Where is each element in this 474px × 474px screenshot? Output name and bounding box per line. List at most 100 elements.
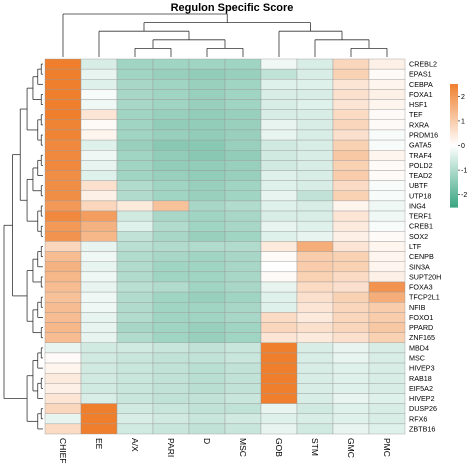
heatmap-cell — [368, 322, 406, 333]
heatmap-cell — [152, 89, 190, 100]
colorbar-segment — [450, 161, 458, 165]
heatmap-cell — [44, 89, 82, 100]
colorbar-segment — [450, 182, 458, 186]
heatmap-cell — [152, 403, 190, 414]
heatmap-cell — [188, 231, 226, 242]
heatmap-cell — [224, 312, 262, 323]
row-label: MBD4 — [409, 343, 429, 352]
heatmap-cell — [44, 362, 82, 374]
heatmap-cell — [116, 210, 154, 222]
heatmap-cell — [296, 180, 334, 191]
heatmap-cell — [80, 251, 118, 262]
heatmap-cell — [116, 271, 154, 283]
heatmap-cell — [368, 383, 406, 394]
heatmap-cell — [188, 58, 226, 70]
heatmap-cell — [188, 68, 226, 80]
heatmap-cell — [332, 362, 370, 374]
heatmap-cell — [332, 68, 370, 80]
heatmap-cell — [152, 109, 190, 121]
heatmap-cell — [188, 99, 226, 110]
heatmap-cell — [44, 302, 82, 313]
heatmap-cell — [188, 362, 226, 374]
heatmap-cell — [224, 271, 262, 283]
heatmap-cell — [332, 403, 370, 414]
heatmap-cell — [296, 58, 334, 70]
colorbar-segment — [450, 184, 458, 188]
colorbar-segment — [450, 151, 458, 155]
heatmap-cell — [44, 241, 82, 252]
heatmap-cell — [44, 190, 82, 202]
heatmap-cell — [260, 281, 298, 293]
row-label: TRAF4 — [409, 151, 432, 160]
colorbar-segment — [450, 200, 458, 204]
heatmap-cell — [260, 291, 298, 303]
heatmap-cell — [152, 170, 190, 181]
chart-title: Regulon Specific Score — [171, 2, 294, 14]
colorbar-segment — [450, 145, 458, 149]
heatmap-cell — [80, 68, 118, 80]
row-label: CENPB — [409, 252, 434, 261]
heatmap-cell — [296, 241, 334, 252]
heatmap-cell — [368, 261, 406, 273]
heatmap-cell — [224, 79, 262, 90]
heatmap-cell — [224, 129, 262, 141]
heatmap-cell — [332, 160, 370, 171]
heatmap-cell — [368, 109, 406, 121]
heatmap-cell — [152, 383, 190, 394]
heatmap-cell — [224, 342, 262, 354]
heatmap-cell — [368, 423, 406, 435]
heatmap-cell — [44, 58, 82, 70]
heatmap-cell — [116, 322, 154, 333]
heatmap-cell — [368, 251, 406, 262]
heatmap-cell — [296, 200, 334, 212]
heatmap-cell — [260, 160, 298, 171]
heatmap-cell — [80, 372, 118, 384]
heatmap-cell — [332, 312, 370, 323]
heatmap-cell — [332, 231, 370, 242]
colorbar-segment — [450, 170, 458, 173]
heatmap-cell — [44, 231, 82, 242]
heatmap-cell — [368, 160, 406, 171]
colorbar-segment — [450, 176, 458, 179]
heatmap-cell — [152, 322, 190, 333]
heatmap-cell — [296, 170, 334, 181]
heatmap-cell — [224, 362, 262, 374]
colorbar-segment — [450, 102, 458, 106]
heatmap-cell — [368, 58, 406, 70]
heatmap-cell — [116, 79, 154, 90]
heatmap-cell — [332, 413, 370, 425]
heatmap-cell — [188, 281, 226, 293]
row-label: TFCP2L1 — [409, 293, 440, 302]
heatmap-cell — [152, 231, 190, 242]
heatmap-cell — [224, 291, 262, 303]
heatmap-cell — [80, 160, 118, 171]
heatmap-cell — [116, 383, 154, 394]
colorbar-segment — [450, 163, 458, 167]
heatmap-cell — [332, 423, 370, 435]
column-label: CHIEF — [58, 438, 68, 464]
row-label: SIN3A — [409, 262, 430, 271]
heatmap-cell — [152, 393, 190, 404]
row-dendrogram — [3, 63, 43, 430]
heatmap-cell — [116, 423, 154, 435]
heatmap-cell — [224, 261, 262, 273]
heatmap-cell — [332, 170, 370, 181]
colorbar-segment — [450, 122, 458, 126]
heatmap-cell — [260, 109, 298, 121]
heatmap-cell — [296, 68, 334, 80]
heatmap-cell — [260, 89, 298, 100]
heatmap-cell — [224, 180, 262, 191]
colorbar-segment — [450, 149, 458, 153]
heatmap-cell — [152, 79, 190, 90]
heatmap-cell — [224, 302, 262, 313]
heatmap-cell — [80, 210, 118, 222]
heatmap-cell — [260, 190, 298, 202]
heatmap-cell — [116, 180, 154, 191]
heatmap-cell — [296, 322, 334, 333]
heatmap-cell — [152, 180, 190, 191]
colorbar-segment — [450, 104, 458, 108]
heatmap-cell — [260, 150, 298, 161]
heatmap-cell — [224, 89, 262, 100]
heatmap-cell — [44, 383, 82, 394]
colorbar-segment — [450, 96, 458, 99]
